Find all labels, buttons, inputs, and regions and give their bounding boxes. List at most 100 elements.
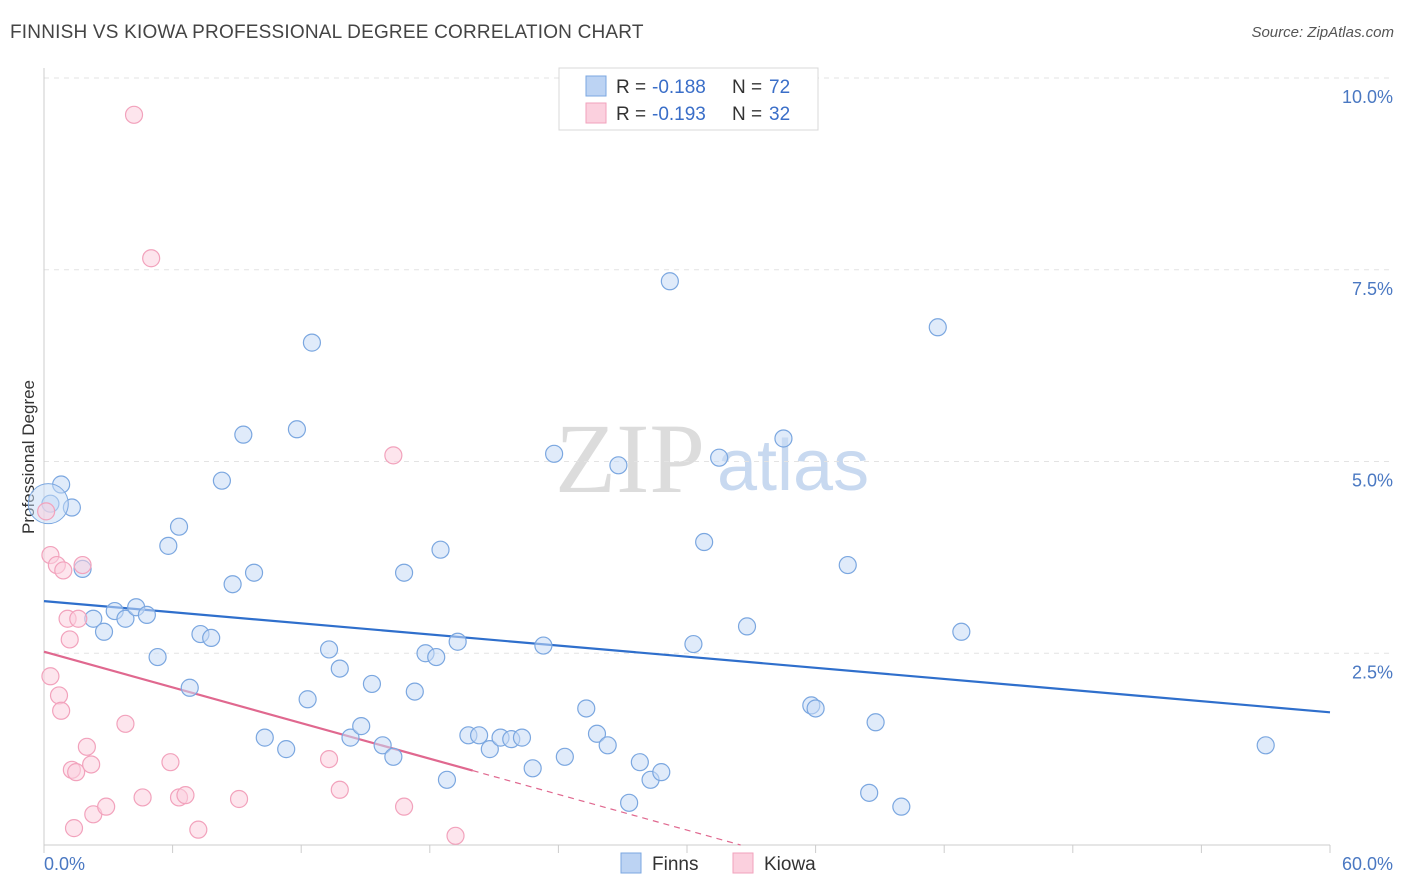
finns-point xyxy=(352,717,371,736)
finns-n-value: 72 xyxy=(769,77,790,98)
finns-point xyxy=(287,420,307,439)
finns-point xyxy=(928,318,947,337)
kiowa-point xyxy=(37,502,56,521)
finns-point xyxy=(277,740,296,759)
watermark: ZIP atlas xyxy=(555,403,869,514)
finns-point xyxy=(587,724,607,743)
kiowa-point xyxy=(142,249,161,268)
y-tick-labels: 2.5% 5.0% 7.5% 10.0% xyxy=(1342,87,1393,682)
kiowa-point xyxy=(69,609,88,628)
kiowa-point xyxy=(77,737,96,756)
finns-point xyxy=(212,471,231,490)
source-label: Source: ZipAtlas.com xyxy=(1251,24,1394,41)
finns-series-label: Finns xyxy=(652,854,698,875)
kiowa-bottom-swatch xyxy=(732,852,754,874)
finns-point xyxy=(362,674,382,694)
kiowa-point xyxy=(446,826,465,845)
kiowa-point xyxy=(49,686,69,705)
finns-point xyxy=(695,532,714,552)
finns-point xyxy=(341,728,360,747)
finns-point xyxy=(952,622,971,641)
finns-point xyxy=(1256,736,1275,755)
finns-point xyxy=(298,690,317,709)
finns-point xyxy=(223,575,242,594)
finns-point xyxy=(234,425,253,444)
kiowa-point xyxy=(319,749,339,769)
kiowa-point xyxy=(133,788,152,807)
finns-point xyxy=(330,659,349,678)
kiowa-point xyxy=(384,446,403,465)
finns-legend-swatch xyxy=(585,75,607,97)
finns-point xyxy=(405,682,424,701)
finns-point xyxy=(630,753,649,772)
kiowa-point xyxy=(64,819,84,838)
kiowa-point xyxy=(176,786,195,805)
finns-points xyxy=(27,272,1275,816)
y-tick-label: 2.5% xyxy=(1352,662,1393,682)
finns-point xyxy=(710,448,729,467)
kiowa-point xyxy=(124,105,144,124)
finns-point xyxy=(545,444,564,463)
kiowa-point xyxy=(41,667,60,686)
kiowa-trend-extension xyxy=(472,770,741,846)
finns-point xyxy=(660,272,679,291)
finns-point xyxy=(302,333,322,352)
kiowa-point xyxy=(394,797,414,816)
kiowa-trend-line xyxy=(43,650,473,772)
finns-r-label: R = xyxy=(616,77,646,98)
kiowa-n-value: 32 xyxy=(769,104,790,125)
finns-point xyxy=(394,563,414,582)
finns-n-label: N = xyxy=(732,77,762,98)
finns-trend-line xyxy=(43,599,1331,714)
kiowa-series-label: Kiowa xyxy=(764,854,816,875)
finns-point xyxy=(384,747,403,766)
series-legend: Finns Kiowa xyxy=(620,852,816,875)
kiowa-point xyxy=(116,714,135,733)
kiowa-point xyxy=(52,701,71,720)
finns-point xyxy=(866,713,885,732)
kiowa-point xyxy=(67,763,86,782)
kiowa-point xyxy=(82,755,101,774)
y-tick-label: 10.0% xyxy=(1342,87,1393,107)
finns-point xyxy=(523,759,542,778)
stats-legend: R = -0.188 N = 72 R = -0.193 N = 32 xyxy=(558,67,819,131)
finns-point xyxy=(169,517,189,536)
finns-point xyxy=(159,536,178,555)
finns-point xyxy=(480,740,499,759)
finns-point xyxy=(255,728,274,747)
finns-bottom-swatch xyxy=(620,852,642,874)
finns-point xyxy=(609,456,628,475)
finns-point xyxy=(373,736,392,755)
finns-point xyxy=(534,636,553,655)
axes xyxy=(43,68,1331,853)
x-tick-label-max: 60.0% xyxy=(1342,854,1393,874)
finns-point xyxy=(806,699,825,718)
kiowa-point xyxy=(73,555,92,575)
finns-point xyxy=(774,429,793,448)
kiowa-point xyxy=(60,630,79,649)
finns-point xyxy=(180,678,199,697)
finns-point xyxy=(684,634,703,654)
finns-point xyxy=(838,555,857,575)
finns-point xyxy=(427,647,446,667)
chart-title: FINNISH VS KIOWA PROFESSIONAL DEGREE COR… xyxy=(10,22,644,43)
y-tick-label: 5.0% xyxy=(1352,471,1393,491)
kiowa-point xyxy=(229,789,249,809)
finns-point xyxy=(319,640,339,659)
finns-point xyxy=(737,617,757,636)
finns-point xyxy=(116,609,135,628)
finns-point xyxy=(577,699,596,718)
kiowa-r-value: -0.193 xyxy=(652,104,706,125)
trend-lines xyxy=(43,599,1331,846)
finns-point xyxy=(94,622,114,641)
y-tick-label: 7.5% xyxy=(1352,279,1393,299)
finns-point xyxy=(512,728,532,747)
kiowa-point xyxy=(189,820,208,839)
finns-point xyxy=(437,770,457,789)
x-tick-label-min: 0.0% xyxy=(44,854,85,874)
finns-point xyxy=(202,628,221,648)
kiowa-point xyxy=(161,753,180,772)
watermark-atlas: atlas xyxy=(717,426,869,506)
kiowa-n-label: N = xyxy=(732,104,762,125)
